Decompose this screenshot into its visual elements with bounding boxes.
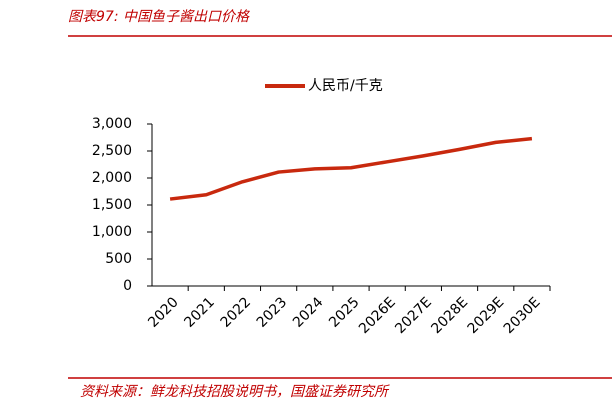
x-tick-label: 2021 xyxy=(181,294,218,331)
x-tick-label: 2028E xyxy=(428,294,471,337)
x-tick-label: 2022 xyxy=(218,294,255,331)
x-tick-label: 2029E xyxy=(465,294,508,337)
y-tick-label: 2,000 xyxy=(92,170,132,186)
x-tick-label: 2030E xyxy=(501,294,544,337)
source: 资料来源：鲜龙科技招股说明书，国盛证券研究所 xyxy=(80,384,390,400)
y-tick-label: 1,000 xyxy=(92,224,132,240)
y-tick-label: 3,000 xyxy=(92,116,132,132)
legend-label: 人民币/千克 xyxy=(308,78,383,94)
y-tick-label: 0 xyxy=(123,278,132,294)
line-series xyxy=(169,136,533,201)
y-tick-label: 2,500 xyxy=(92,143,132,159)
x-tick-label: 2020 xyxy=(145,294,182,331)
x-tick-label: 2024 xyxy=(290,294,327,331)
chart-title: 图表97: 中国鱼子酱出口价格 xyxy=(68,9,250,25)
x-tick-label: 2023 xyxy=(254,294,291,331)
x-tick-label: 2027E xyxy=(392,294,435,337)
y-tick-label: 1,500 xyxy=(92,197,132,213)
x-tick-label: 2026E xyxy=(356,294,399,337)
y-tick-label: 500 xyxy=(105,251,132,267)
